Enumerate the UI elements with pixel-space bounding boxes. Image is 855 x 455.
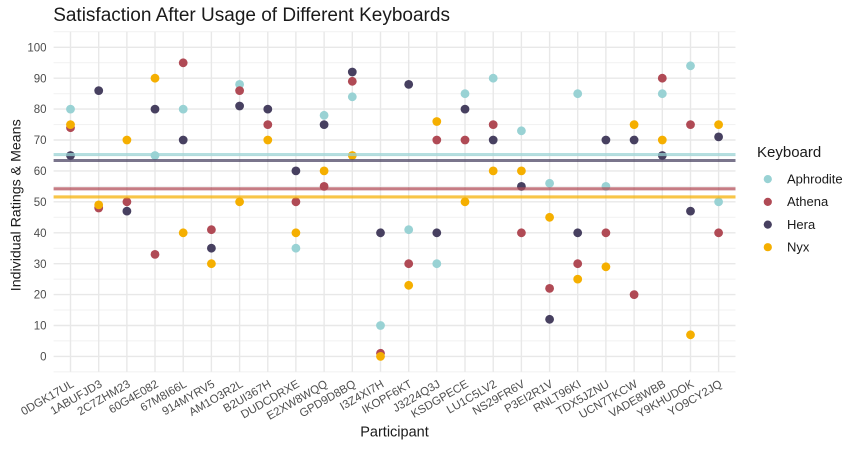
svg-text:10: 10 bbox=[34, 321, 47, 333]
svg-text:Keyboard: Keyboard bbox=[757, 144, 821, 161]
svg-text:70: 70 bbox=[34, 135, 47, 147]
svg-text:Hera: Hera bbox=[787, 217, 816, 232]
svg-text:80: 80 bbox=[34, 104, 47, 116]
svg-text:Satisfaction After Usage of Di: Satisfaction After Usage of Different Ke… bbox=[53, 5, 450, 26]
svg-text:Athena: Athena bbox=[787, 194, 829, 209]
svg-text:60: 60 bbox=[34, 166, 47, 178]
svg-text:90: 90 bbox=[34, 73, 47, 85]
svg-text:100: 100 bbox=[27, 42, 46, 54]
svg-text:40: 40 bbox=[34, 228, 47, 240]
svg-text:50: 50 bbox=[34, 197, 47, 209]
svg-text:Nyx: Nyx bbox=[787, 239, 810, 254]
svg-text:Individual Ratings & Means: Individual Ratings & Means bbox=[8, 119, 24, 291]
svg-text:20: 20 bbox=[34, 290, 47, 302]
svg-text:Aphrodite: Aphrodite bbox=[787, 171, 843, 186]
svg-text:Participant: Participant bbox=[360, 425, 429, 441]
svg-text:0: 0 bbox=[40, 352, 46, 364]
svg-text:30: 30 bbox=[34, 259, 47, 271]
